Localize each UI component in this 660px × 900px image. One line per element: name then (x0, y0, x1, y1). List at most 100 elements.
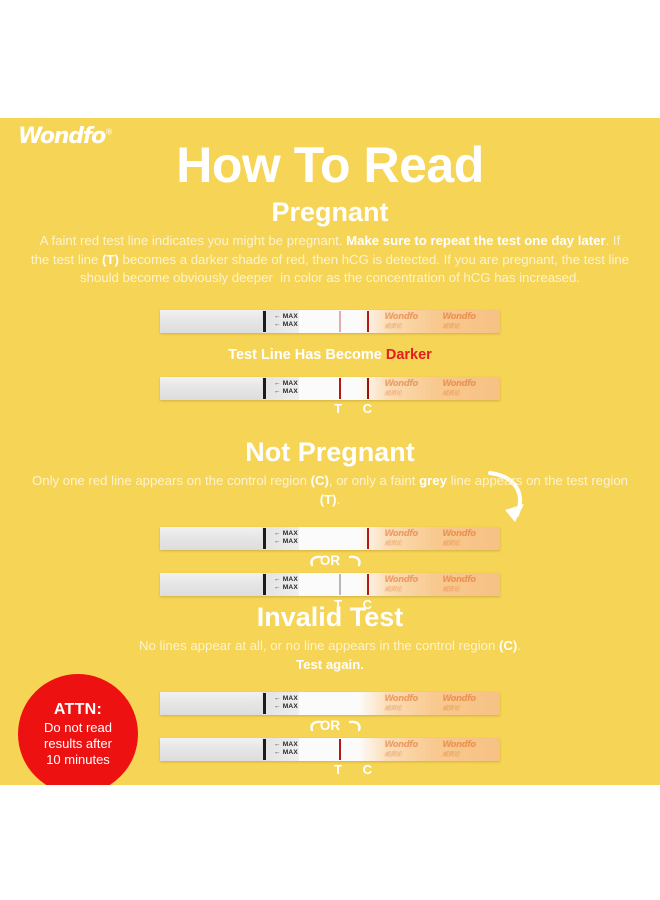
max-labels: ← MAX ← MAX (274, 692, 298, 715)
max-marker-bar (262, 573, 267, 595)
strip-watermark-sub: 威资论 (384, 539, 402, 547)
strip-watermark-sub: 威资论 (442, 389, 460, 397)
strip-watermark: Wondfo (442, 739, 476, 750)
legend-t: T (334, 596, 343, 612)
registered-trademark-icon: ® (105, 127, 114, 137)
legend-t: T (334, 400, 343, 416)
max-labels: ← MAX ← MAX (274, 310, 298, 333)
test-line-t (339, 693, 342, 714)
tc-legend: T C (160, 598, 500, 614)
strip-watermark-sub: 威资论 (442, 323, 460, 330)
max-label: ← MAX (273, 702, 298, 710)
attn-line-1: Do not read (44, 719, 112, 735)
tc-legend: T C (160, 402, 500, 418)
strip-watermark-sub: 威资论 (442, 585, 460, 593)
strip-absorbent-pad (160, 310, 262, 333)
strip-mid-zone (262, 572, 300, 596)
max-label: ← MAX (273, 313, 298, 321)
strip-watermark-sub: 威资论 (442, 539, 460, 547)
control-line-c (367, 739, 370, 760)
legend-c: C (362, 596, 373, 612)
strip-row-invalid-a: ← MAX ← MAX Wondfo Wondfo 威资论 威资论 (0, 691, 660, 715)
max-label: ← MAX (273, 583, 298, 591)
max-label: ← MAX (273, 748, 298, 756)
strip-watermark-sub: 威资论 (384, 323, 402, 330)
swoosh-left-icon (310, 555, 322, 566)
strip-mid-zone (262, 526, 300, 550)
section-invalid-test: Invalid Test No lines appear at all, or … (0, 603, 660, 779)
test-strip: ← MAX ← MAX Wondfo Wondfo 威资论 威资论 (160, 526, 500, 550)
strip-result-window (357, 310, 500, 333)
attn-title: ATTN: (53, 700, 103, 718)
attn-badge: ATTN: Do not read results after 10 minut… (18, 674, 138, 785)
max-labels: ← MAX ← MAX (274, 738, 298, 761)
max-marker-bar (262, 311, 267, 332)
test-strip: ← MAX ← MAX Wondfo Wondfo 威资论 威资论 (160, 572, 500, 596)
strip-row-pregnant-before: ← MAX ← MAX Wondfo Wondfo 威资论 威资论 (0, 310, 660, 333)
max-label: ← MAX (273, 379, 298, 387)
attn-line-2: results after (44, 735, 112, 751)
strip-row-not-pregnant-b: ← MAX ← MAX Wondfo Wondfo 威资论 威资论 T C (0, 572, 660, 614)
strip-result-window (357, 737, 500, 761)
section-body-invalid: No lines appear at all, or no line appea… (139, 638, 521, 672)
strip-watermark-sub: 威资论 (384, 585, 402, 593)
strip-watermark: Wondfo (442, 528, 476, 539)
strip-absorbent-pad (160, 691, 262, 715)
section-heading-pregnant: Pregnant (271, 197, 389, 227)
strip-mid-zone (262, 737, 300, 761)
strip-result-window (357, 691, 500, 715)
caption-darker: Test Line Has Become Darker (0, 348, 660, 363)
tc-legend: T C (160, 763, 500, 779)
strip-row-invalid-b: ← MAX ← MAX Wondfo Wondfo 威资论 威资论 T C (0, 737, 660, 779)
strip-row-pregnant-after: ← MAX ← MAX Wondfo Wondfo 威资论 威资论 T C (0, 376, 660, 418)
attn-line-3: 10 minutes (46, 751, 110, 767)
strip-watermark-sub: 威资论 (384, 389, 402, 397)
max-label: ← MAX (273, 576, 298, 584)
control-line-c (367, 693, 370, 714)
infographic-panel: Wondfo® How To Read Pregnant A faint red… (0, 118, 660, 785)
max-marker-bar (262, 692, 267, 714)
control-line-c (366, 377, 370, 399)
strip-absorbent-pad (160, 376, 262, 400)
test-line-t (338, 573, 342, 595)
test-strip: ← MAX ← MAX Wondfo Wondfo 威资论 威资论 (160, 691, 500, 715)
max-marker-bar (262, 527, 267, 549)
max-labels: ← MAX ← MAX (274, 573, 298, 596)
strip-watermark-sub: 威资论 (384, 750, 402, 758)
strip-absorbent-pad (160, 737, 262, 761)
strip-watermark-sub: 威资论 (442, 750, 460, 758)
test-strip: ← MAX ← MAX Wondfo Wondfo 威资论 威资论 (160, 376, 500, 400)
or-label: OR (319, 717, 341, 733)
legend-c: C (362, 761, 373, 777)
section-heading-not-pregnant: Not Pregnant (245, 437, 415, 467)
swoosh-right-icon (348, 720, 361, 731)
section-body-not-pregnant: Only one red line appears on the control… (31, 473, 629, 507)
max-marker-bar (262, 738, 267, 760)
max-label: ← MAX (273, 530, 298, 538)
curved-arrow-icon (484, 470, 534, 537)
test-strip: ← MAX ← MAX Wondfo Wondfo 威资论 威资论 (160, 310, 500, 333)
strip-row-not-pregnant-a: ← MAX ← MAX Wondfo Wondfo 威资论 威资论 (0, 526, 660, 550)
max-label: ← MAX (273, 741, 298, 749)
strip-watermark: Wondfo (442, 312, 476, 322)
strip-watermark: Wondfo (384, 739, 418, 750)
swoosh-right-icon (348, 555, 361, 566)
legend-c: C (362, 400, 373, 416)
strip-mid-zone (262, 376, 300, 400)
strip-watermark: Wondfo (442, 574, 476, 585)
strip-watermark: Wondfo (384, 528, 418, 539)
or-divider: OR (160, 719, 500, 735)
strip-watermark: Wondfo (384, 693, 418, 704)
caption-highlight: Darker (385, 347, 432, 363)
strip-result-window (357, 376, 500, 400)
strip-mid-zone (262, 691, 300, 715)
test-line-t (338, 311, 342, 332)
max-label: ← MAX (273, 537, 298, 545)
control-line-c (366, 573, 370, 595)
control-line-c (366, 527, 370, 549)
wondfo-logo: Wondfo® (18, 126, 113, 148)
strip-result-window (357, 572, 500, 596)
strip-watermark: Wondfo (384, 574, 418, 585)
max-label: ← MAX (273, 695, 298, 703)
page-title: How To Read (176, 137, 484, 193)
